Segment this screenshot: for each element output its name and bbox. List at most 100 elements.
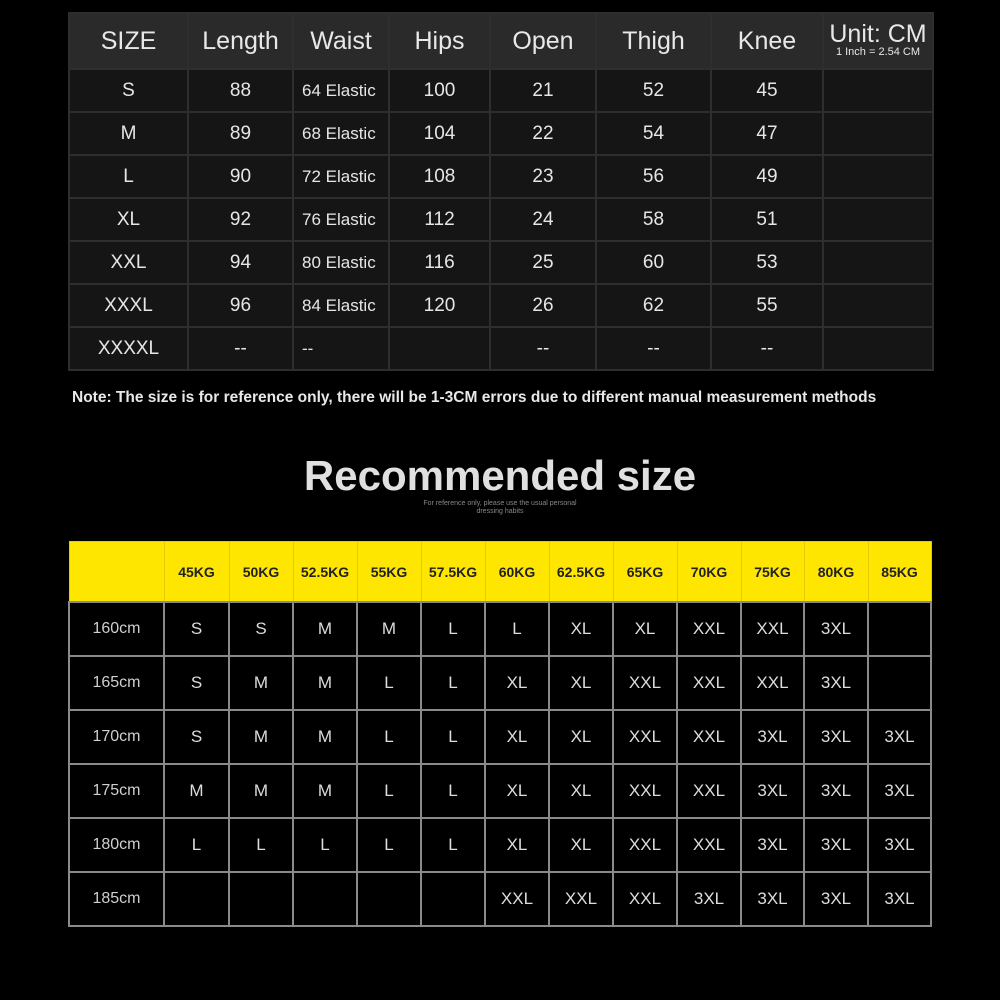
table-cell: 53 — [710, 240, 824, 285]
size-cell: S — [163, 601, 230, 657]
table-cell: 92 — [187, 197, 294, 242]
height-label: 170cm — [68, 709, 165, 765]
size-cell: M — [356, 601, 422, 657]
table-cell: 26 — [489, 283, 597, 328]
size-cell: XXL — [676, 817, 742, 873]
size-cell: 3XL — [740, 817, 805, 873]
size-cell: 3XL — [867, 871, 932, 927]
size-cell: 3XL — [803, 817, 869, 873]
size-cell: L — [163, 817, 230, 873]
size-cell: 3XL — [803, 871, 869, 927]
unit-conversion: 1 Inch = 2.54 CM — [835, 46, 921, 58]
size-cell: XXL — [676, 709, 742, 765]
recommended-size-table: 45KG 50KG 52.5KG 55KG 57.5KG 60KG 62.5KG 65KG 70… — [68, 541, 932, 927]
table-cell: 94 — [187, 240, 294, 285]
table-cell: L — [68, 154, 189, 199]
size-cell: XL — [548, 601, 614, 657]
table-cell-empty — [822, 154, 934, 199]
column-header-thigh: Thigh — [595, 12, 712, 70]
table-row: XXXXL -- -- -- -- -- — [68, 326, 934, 371]
size-cell: M — [292, 709, 358, 765]
table-cell: 96 — [187, 283, 294, 328]
size-note: Note: The size is for reference only, th… — [72, 389, 877, 406]
size-cell: S — [163, 709, 230, 765]
unit-text: Unit: CM — [829, 20, 927, 48]
table-cell: -- — [292, 326, 390, 371]
table-cell: 120 — [388, 283, 491, 328]
size-cell: 3XL — [867, 709, 932, 765]
height-label: 175cm — [68, 763, 165, 819]
size-cell — [292, 871, 358, 927]
height-label: 165cm — [68, 655, 165, 711]
size-cell — [867, 655, 932, 711]
table-cell: 112 — [388, 197, 491, 242]
table-row: S 88 64 Elastic 100 21 52 45 — [68, 68, 934, 113]
recommended-size-subtitle: For reference only, please use the usual… — [0, 500, 1000, 516]
table-cell-empty — [822, 111, 934, 156]
table-row: 175cm M M M L L XL XL XXL XXL 3XL 3XL 3XL — [68, 763, 932, 819]
size-cell: L — [420, 709, 486, 765]
recommended-size-title: Recommended size — [303, 452, 697, 499]
size-cell: XXL — [548, 871, 614, 927]
size-cell — [228, 871, 294, 927]
size-cell: XL — [484, 763, 550, 819]
size-cell: L — [420, 817, 486, 873]
table-cell: XXXL — [68, 283, 189, 328]
size-cell: XL — [548, 817, 614, 873]
size-cell: 3XL — [676, 871, 742, 927]
table-cell: 52 — [595, 68, 712, 113]
table-cell: 72 Elastic — [292, 154, 390, 199]
size-chart-table: SIZE Length Waist Hips Open Thigh Knee Unit: CM… — [68, 12, 934, 371]
size-cell: XL — [548, 763, 614, 819]
column-header-hips: Hips — [388, 12, 491, 70]
size-cell: XXL — [740, 601, 805, 657]
size-cell: 3XL — [740, 871, 805, 927]
size-cell: L — [228, 817, 294, 873]
size-cell: L — [484, 601, 550, 657]
size-cell: XL — [484, 655, 550, 711]
size-cell: XXL — [676, 763, 742, 819]
size-cell: 3XL — [867, 817, 932, 873]
table-cell-empty — [822, 197, 934, 242]
size-cell: XXL — [612, 871, 678, 927]
size-cell: L — [356, 817, 422, 873]
size-cell: 3XL — [803, 655, 869, 711]
table-row: 160cm S S M M L L XL XL XXL XXL 3XL — [68, 601, 932, 657]
table-cell: 64 Elastic — [292, 68, 390, 113]
size-cell: 3XL — [803, 763, 869, 819]
size-cell: XXL — [612, 709, 678, 765]
size-cell: 3XL — [867, 763, 932, 819]
weight-header: 65KG — [612, 541, 678, 603]
size-cell: M — [163, 763, 230, 819]
subtitle-line-1: For reference only, please use the usual… — [423, 500, 577, 507]
table-cell: 23 — [489, 154, 597, 199]
size-cell: L — [420, 601, 486, 657]
size-cell: 3XL — [803, 601, 869, 657]
size-cell — [420, 871, 486, 927]
table-cell: 108 — [388, 154, 491, 199]
weight-header-row: 45KG 50KG 52.5KG 55KG 57.5KG 60KG 62.5KG 65KG 70… — [68, 541, 932, 603]
subtitle-line-2: dressing habits — [476, 508, 524, 515]
weight-header: 57.5KG — [420, 541, 486, 603]
size-cell: L — [356, 763, 422, 819]
table-cell: XXL — [68, 240, 189, 285]
size-cell — [867, 601, 932, 657]
size-chart-header: SIZE Length Waist Hips Open Thigh Knee Unit: CM… — [68, 12, 934, 70]
size-cell: M — [228, 709, 294, 765]
size-cell: S — [163, 655, 230, 711]
table-row: 165cm S M M L L XL XL XXL XXL XXL 3XL — [68, 655, 932, 711]
size-cell: M — [292, 763, 358, 819]
size-cell: XXL — [740, 655, 805, 711]
corner-cell — [68, 541, 165, 603]
size-cell — [163, 871, 230, 927]
table-cell: 58 — [595, 197, 712, 242]
table-cell: 25 — [489, 240, 597, 285]
size-cell: M — [228, 655, 294, 711]
height-label: 160cm — [68, 601, 165, 657]
table-cell: 56 — [595, 154, 712, 199]
table-cell: 55 — [710, 283, 824, 328]
table-row: L 90 72 Elastic 108 23 56 49 — [68, 154, 934, 199]
size-cell: L — [420, 763, 486, 819]
table-row: XXXL 96 84 Elastic 120 26 62 55 — [68, 283, 934, 328]
size-cell: 3XL — [740, 763, 805, 819]
